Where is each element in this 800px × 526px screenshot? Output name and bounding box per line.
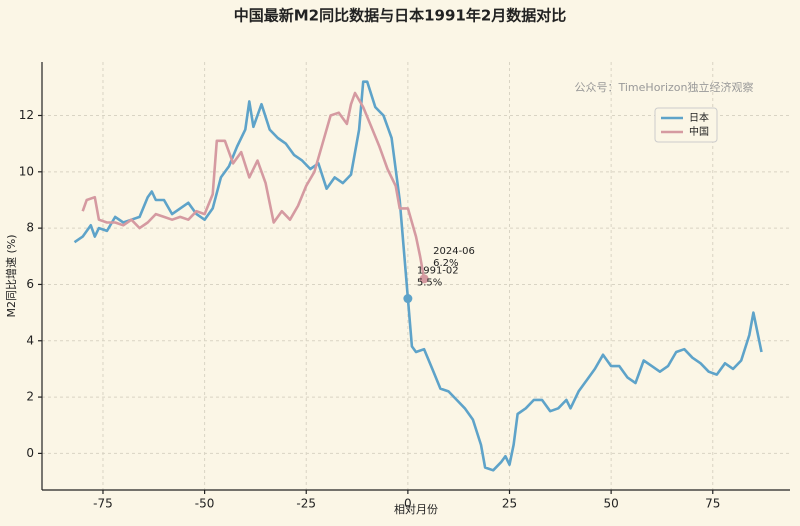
y-tick-label: 12 — [19, 108, 34, 122]
y-tick-label: 0 — [26, 446, 34, 460]
y-tick-label: 2 — [26, 390, 34, 404]
annotation-value: 5.5% — [417, 278, 442, 289]
legend-label: 中国 — [689, 125, 709, 138]
x-tick-label: -50 — [195, 497, 215, 511]
x-axis-label: 相对月份 — [394, 502, 438, 516]
watermark: 公众号：TimeHorizon独立经济观察 — [575, 80, 754, 94]
annotation-value: 6.2% — [433, 258, 458, 269]
y-tick-label: 6 — [26, 277, 34, 291]
series-line — [81, 91, 426, 280]
annotation-marker — [419, 274, 429, 284]
chart-title: 中国最新M2同比数据与日本1991年2月数据对比 — [234, 7, 567, 25]
annotation-marker — [403, 294, 413, 304]
legend-box — [654, 107, 718, 143]
y-tick-label: 8 — [26, 221, 34, 235]
annotation-label: 1991-02 — [417, 266, 459, 277]
y-tick-label: 4 — [26, 333, 34, 347]
x-tick-label: 0 — [404, 497, 412, 511]
x-tick-label: 75 — [705, 497, 720, 511]
x-tick-label: -25 — [296, 497, 316, 511]
x-tick-label: 50 — [603, 497, 618, 511]
x-tick-label: 25 — [502, 497, 517, 511]
y-tick-label: 10 — [19, 164, 34, 178]
y-axis-label: M2同比增速 (%) — [4, 234, 18, 317]
annotation-label: 2024-06 — [433, 246, 475, 257]
x-tick-label: -75 — [93, 497, 113, 511]
legend-label: 日本 — [689, 111, 709, 124]
series-line — [73, 80, 763, 472]
